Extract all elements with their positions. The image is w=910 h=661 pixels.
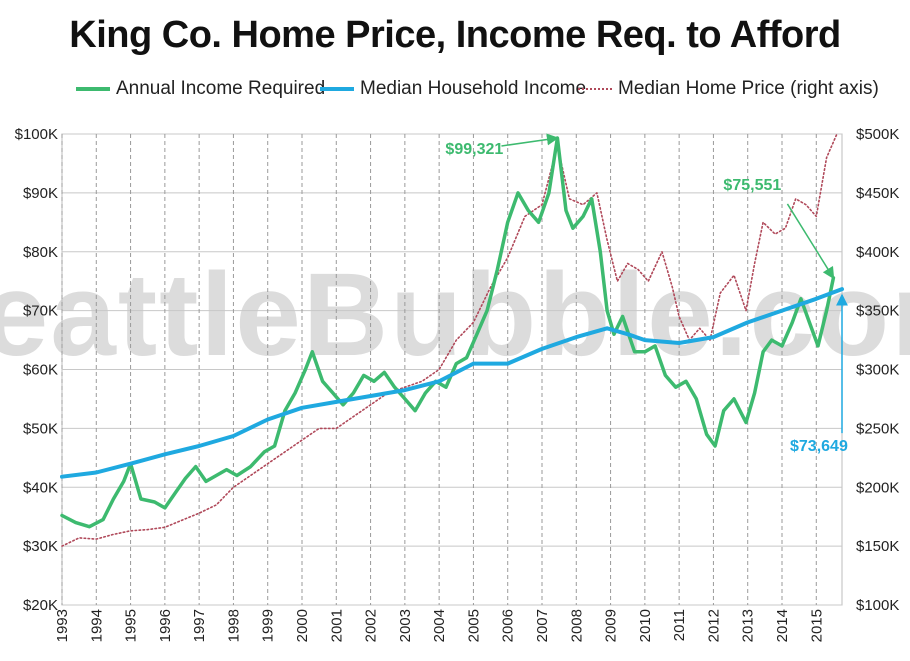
x-tick-label: 2008 [568,609,585,642]
x-tick-label: 1994 [88,609,105,642]
legend-label-annual-income-required: Annual Income Required [116,78,326,99]
x-tick-label: 1993 [54,609,71,642]
y-right-tick-label: $450K [856,185,899,202]
legend-label-median-home-price: Median Home Price (right axis) [618,78,879,99]
annotation-arrow [786,203,835,280]
axes: $20K $100K $30K $150K $40K $200K $50K $250K $60K… [15,126,900,642]
y-left-tick-label: $60K [23,362,58,379]
y-left-tick-label: $100K [15,126,58,143]
x-tick-label: 2009 [603,609,620,642]
x-tick-label: 2010 [637,609,654,642]
x-tick-label: 2012 [705,609,722,642]
x-tick-label: 2011 [671,609,688,641]
x-tick-label: 2004 [431,609,448,642]
chart-legend: Annual Income Required Median Household … [0,78,910,106]
annotation-label: $73,649 [790,438,848,455]
x-tick-label: 2001 [328,609,345,642]
annotation-arrow [501,133,559,147]
y-right-tick-label: $400K [856,244,899,261]
annotation-label: $99,321 [445,141,503,158]
legend-swatch-median-household-income [320,87,354,91]
y-left-tick-label: $50K [23,420,58,437]
y-right-tick-label: $350K [856,303,899,320]
series-line-median-home-price-right-axis [61,133,838,547]
legend-swatch-annual-income-required [76,87,110,91]
y-right-tick-label: $500K [856,126,899,143]
x-tick-label: 1998 [225,609,242,642]
x-tick-label: 2002 [363,609,380,642]
x-tick-label: 1997 [191,609,208,642]
legend-item-median-home-price: Median Home Price (right axis) [578,78,879,100]
legend-item-annual-income-required: Annual Income Required [76,78,325,100]
x-tick-label: 2003 [397,609,414,642]
x-tick-label: 1996 [157,609,174,642]
x-tick-label: 2015 [808,609,825,642]
series-layer [60,133,844,547]
y-left-tick-label: $80K [23,244,58,261]
legend-label-median-household-income: Median Household Income [360,78,587,99]
legend-swatch-median-home-price [578,88,612,90]
y-right-tick-label: $250K [856,420,899,437]
y-left-tick-label: $40K [23,479,58,496]
y-right-tick-label: $100K [856,597,899,614]
chart-title: King Co. Home Price, Income Req. to Affo… [69,14,841,56]
x-tick-label: 2005 [465,609,482,642]
watermark: SeattleBubble.com [0,249,910,381]
legend-item-median-household-income: Median Household Income [320,78,586,100]
x-tick-label: 2006 [500,609,517,642]
x-tick-label: 2007 [534,609,551,642]
x-tick-label: 2014 [774,609,791,642]
series-line-annual-income-required [60,136,836,529]
x-tick-label: 1995 [123,609,140,642]
y-right-tick-label: $200K [856,479,899,496]
series-line-median-household-income [60,287,844,479]
y-left-tick-label: $90K [23,185,58,202]
x-tick-label: 2000 [294,609,311,642]
annotations-layer: $99,321 $75,551 $73,649 [445,133,848,455]
x-tick-label: 1999 [260,609,277,642]
y-left-tick-label: $70K [23,303,58,320]
x-tick-label: 2013 [740,609,757,642]
y-right-tick-label: $300K [856,362,899,379]
y-left-tick-label: $20K [23,597,58,614]
y-right-tick-label: $150K [856,538,899,555]
annotation-label: $75,551 [723,177,781,194]
y-left-tick-label: $30K [23,538,58,555]
